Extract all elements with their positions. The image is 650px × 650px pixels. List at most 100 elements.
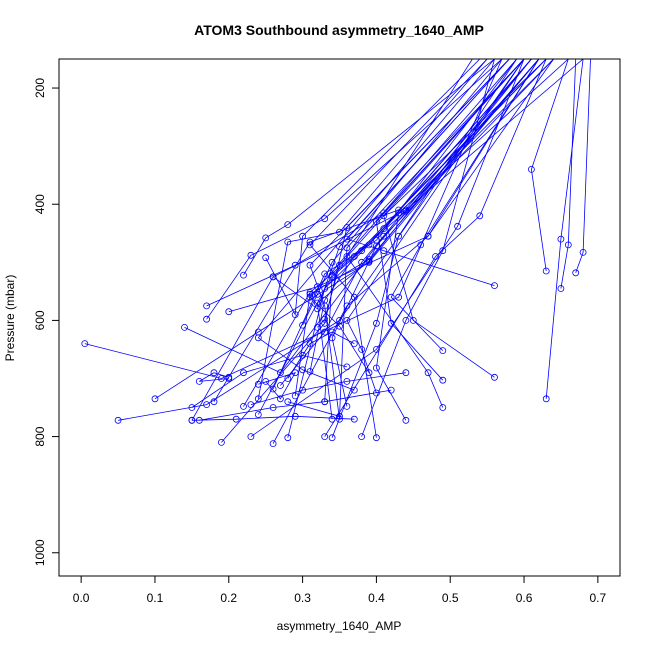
series-line-1 — [84, 59, 503, 379]
data-point — [476, 212, 484, 220]
series-line-29 — [243, 59, 532, 407]
data-point — [81, 340, 89, 348]
data-point — [291, 311, 299, 319]
series-line-54 — [250, 372, 406, 405]
series-line-10 — [324, 59, 547, 437]
x-tick-label: 0.2 — [220, 591, 237, 605]
data-point — [572, 269, 580, 277]
data-point — [343, 302, 351, 310]
series-line-39 — [309, 59, 547, 372]
data-point — [240, 271, 247, 279]
data-point — [284, 238, 292, 246]
series-line-18 — [383, 59, 547, 378]
x-tick-label: 0.0 — [73, 591, 90, 605]
x-axis-label: asymmetry_1640_AMP — [277, 619, 402, 633]
data-point — [247, 401, 255, 409]
data-point — [210, 369, 218, 377]
series-line-24 — [206, 59, 525, 307]
data-point — [358, 247, 366, 255]
data-point — [188, 416, 196, 424]
data-point — [232, 415, 240, 423]
data-point — [306, 340, 314, 348]
data-point — [402, 416, 410, 424]
series-line-46 — [309, 59, 518, 373]
data-point — [491, 373, 498, 381]
series-line-48 — [199, 372, 229, 382]
data-point — [321, 328, 329, 336]
data-point — [343, 235, 351, 243]
data-point — [358, 345, 366, 353]
data-point — [269, 404, 277, 411]
data-point — [240, 369, 247, 377]
data-point — [262, 377, 270, 385]
data-point — [387, 386, 395, 394]
data-point — [372, 218, 380, 226]
series-line-23 — [575, 59, 591, 273]
data-point — [557, 235, 565, 243]
y-axis-label: Pressure (mbar) — [3, 275, 17, 362]
plot-area — [81, 59, 591, 448]
data-point — [203, 401, 211, 409]
data-point — [306, 238, 314, 246]
series-line-21 — [530, 59, 569, 272]
data-point — [291, 261, 299, 269]
data-point — [203, 302, 211, 310]
y-tick-label: 600 — [33, 310, 47, 330]
data-point — [328, 415, 336, 423]
series-line-8 — [272, 59, 540, 444]
data-point — [321, 215, 329, 223]
x-tick-label: 0.4 — [368, 591, 385, 605]
series-line-4 — [184, 59, 554, 374]
y-axis: 200 400 600 800 1000 — [33, 78, 60, 566]
series-line-45 — [257, 59, 495, 391]
data-point — [336, 415, 343, 423]
data-point — [358, 433, 366, 441]
data-point — [203, 315, 211, 323]
x-axis: 0.0 0.1 0.2 0.3 0.4 0.5 0.6 0.7 — [73, 575, 607, 605]
data-point — [343, 402, 351, 410]
series-line-6 — [221, 59, 510, 443]
data-point — [247, 433, 255, 441]
data-point — [372, 364, 380, 372]
data-point — [372, 242, 380, 250]
data-point — [321, 398, 329, 406]
series-line-51 — [191, 354, 348, 408]
series-line-3 — [118, 59, 525, 421]
data-point — [284, 398, 292, 406]
data-point — [195, 416, 203, 424]
data-point — [254, 334, 262, 342]
data-point — [269, 273, 277, 281]
data-point — [409, 316, 417, 324]
x-tick-label: 0.3 — [294, 591, 311, 605]
data-point — [299, 321, 307, 329]
data-point — [439, 247, 447, 255]
x-tick-label: 0.6 — [516, 591, 533, 605]
data-point — [254, 411, 262, 418]
data-point — [542, 395, 550, 403]
y-tick-label: 1000 — [33, 539, 47, 566]
data-point — [188, 404, 196, 411]
data-point — [387, 319, 395, 327]
data-point — [269, 440, 277, 448]
data-point — [262, 254, 270, 262]
data-point — [417, 241, 425, 249]
data-point — [365, 255, 373, 263]
data-point — [276, 395, 284, 403]
series-line-52 — [258, 372, 297, 400]
data-point — [579, 248, 587, 256]
data-point — [299, 386, 307, 394]
series-line-22 — [560, 59, 577, 289]
data-point — [350, 340, 358, 348]
data-point — [395, 293, 403, 301]
data-point — [321, 302, 329, 310]
data-point — [276, 369, 284, 377]
data-point — [114, 416, 122, 424]
data-point — [380, 247, 388, 255]
data-point — [402, 369, 410, 377]
data-point — [321, 270, 329, 278]
data-point — [528, 165, 535, 173]
data-point — [328, 258, 336, 266]
data-point — [299, 351, 307, 359]
data-point — [262, 234, 270, 242]
